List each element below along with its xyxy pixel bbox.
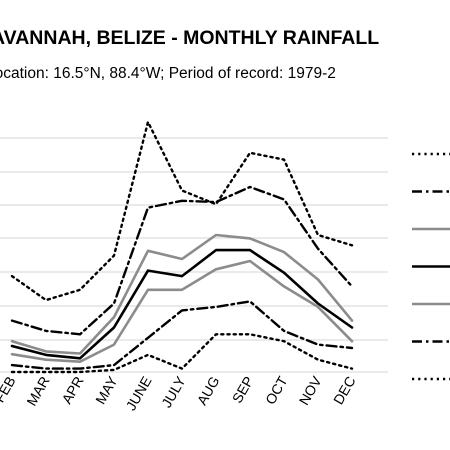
x-tick-label: OCT	[262, 373, 291, 407]
legend	[412, 152, 450, 381]
series-lines	[10, 120, 354, 374]
x-tick-label: MAY	[92, 373, 121, 407]
x-tick-label: AUG	[194, 374, 223, 408]
series-line-bottom-dotted	[10, 333, 354, 374]
x-tick-label: JUNE	[122, 374, 154, 414]
series-line-upper-dashdot	[10, 185, 354, 336]
series-line-lower-dashdot	[10, 300, 354, 370]
x-tick-label: DEC	[330, 374, 359, 408]
series-line-middle-black	[10, 248, 354, 360]
x-tick-label: SEP	[229, 374, 257, 406]
x-tick-label: MAR	[23, 374, 52, 409]
x-axis-ticks: FEB MAR APR MAY JUNE JULY AUG SEP OCT NOV DEC	[0, 373, 359, 413]
x-tick-label: APR	[58, 374, 86, 407]
x-tick-label: FEB	[0, 374, 19, 406]
series-line-lower-gray	[10, 259, 354, 364]
x-tick-label: JULY	[158, 373, 189, 410]
series-line-upper-gray	[10, 233, 354, 355]
grid-lines	[0, 137, 388, 373]
chart-subtitle: Location: 16.5°N, 88.4°W; Period of reco…	[0, 65, 336, 82]
chart-title: SAVANNAH, BELIZE - MONTHLY RAINFALL	[0, 27, 379, 49]
x-tick-label: NOV	[296, 373, 325, 408]
series-line-top-dotted	[10, 120, 354, 302]
